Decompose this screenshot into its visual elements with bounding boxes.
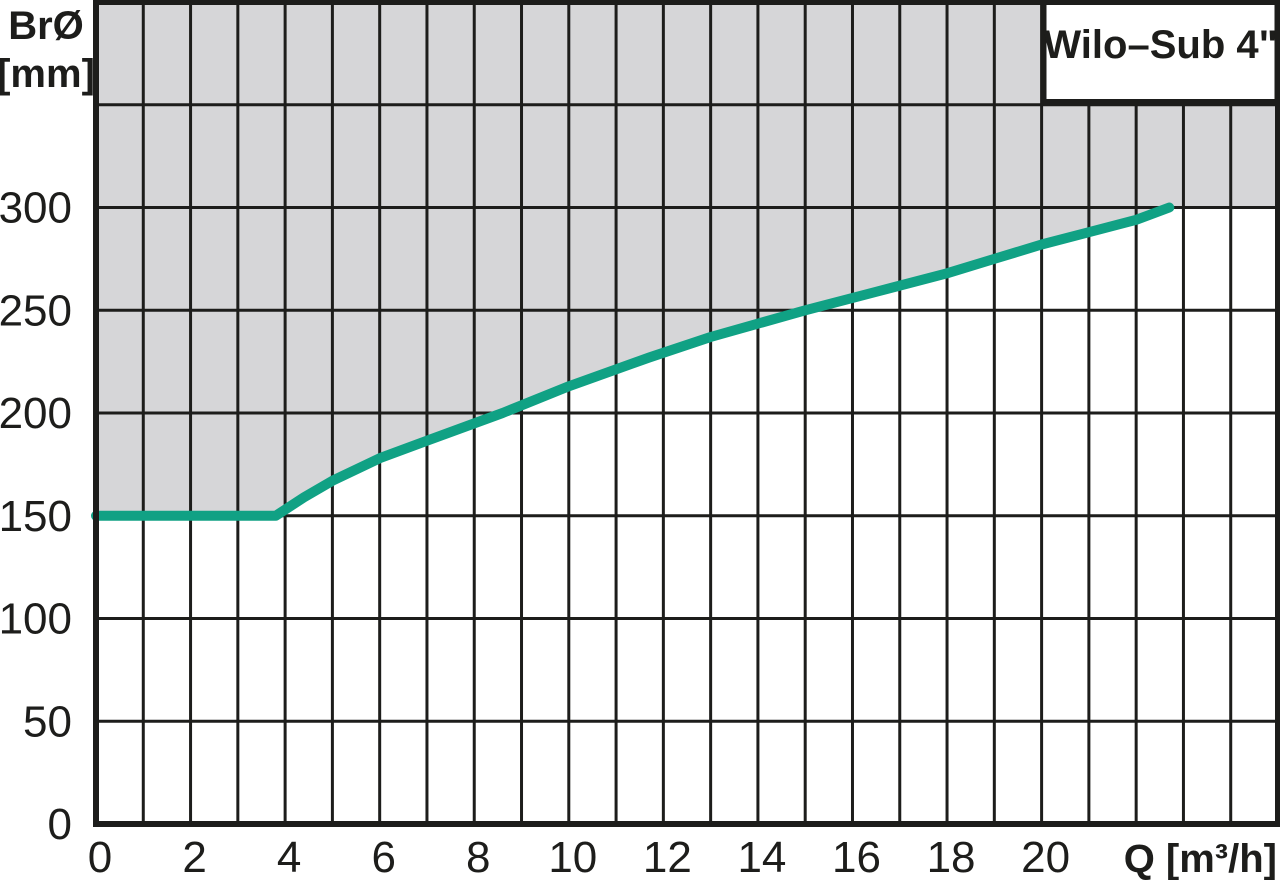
tick-label: 50	[23, 697, 72, 746]
tick-label: 18	[927, 833, 976, 880]
tick-label: 20	[1021, 833, 1070, 880]
tick-label: 8	[466, 833, 490, 880]
tick-label: 4	[277, 833, 301, 880]
tick-label: 0	[88, 833, 112, 880]
shaded-region-above-curve	[96, 2, 1278, 516]
tick-label: 10	[548, 833, 597, 880]
plot-border	[93, 0, 1280, 827]
tick-label: 0	[48, 800, 72, 849]
y-axis-tick-labels: 0 50 100 150 200 250 300	[0, 184, 72, 850]
tick-label: 14	[737, 833, 786, 880]
title-box-frame	[1041, 0, 1280, 104]
y-axis-unit-label-line2: [mm]	[0, 52, 95, 96]
x-axis-tick-labels: 0 2 4 6 8 10 12 14 16 18 20	[88, 833, 1070, 880]
grid-lines	[96, 2, 1278, 824]
title-box: Wilo–Sub 4"	[1041, 0, 1280, 104]
y-axis-unit-label-line1: BrØ	[8, 4, 84, 48]
tick-label: 2	[182, 833, 206, 880]
chart-title: Wilo–Sub 4"	[1043, 23, 1277, 67]
min-borehole-diameter-curve	[91, 202, 1175, 521]
tick-label: 300	[0, 184, 72, 233]
tick-label: 250	[0, 286, 72, 335]
tick-label: 16	[832, 833, 881, 880]
tick-label: 6	[371, 833, 395, 880]
tick-label: 150	[0, 492, 72, 541]
x-axis-unit-label: Q [m³/h]	[1124, 837, 1277, 880]
tick-label: 200	[0, 389, 72, 438]
tick-label: 100	[0, 595, 72, 644]
tick-label: 12	[643, 833, 692, 880]
